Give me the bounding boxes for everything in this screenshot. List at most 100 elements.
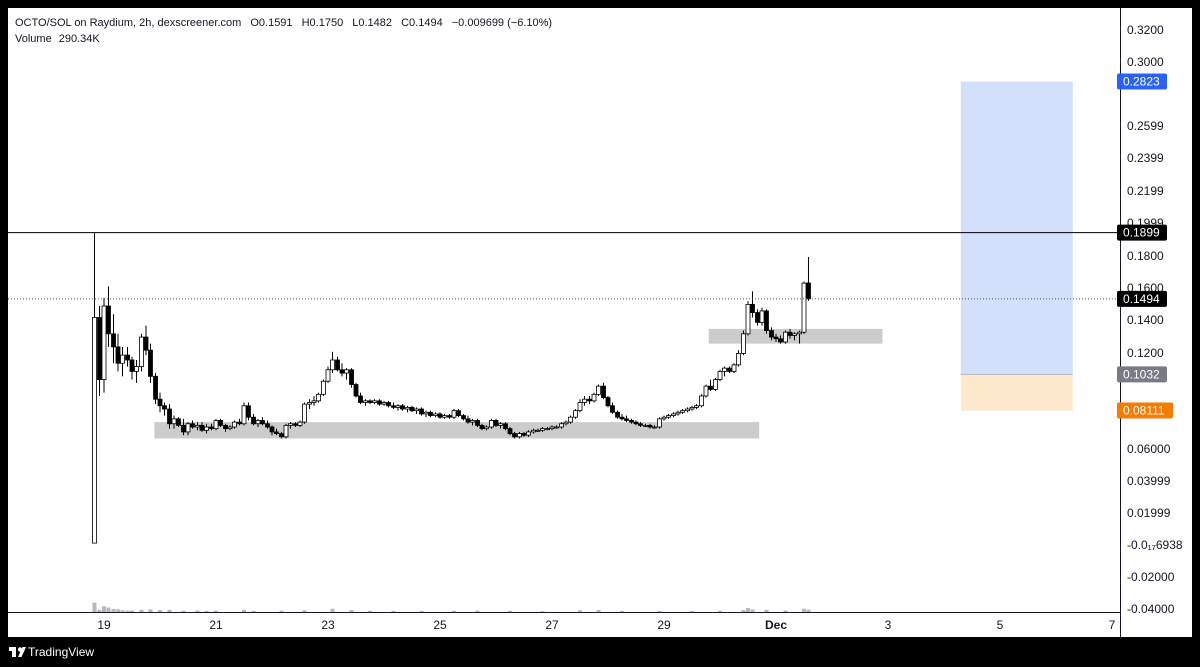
candle-body: [526, 431, 531, 436]
candle: [731, 363, 737, 374]
price-badge-label: 0.2823: [1123, 75, 1160, 89]
candle: [279, 431, 284, 439]
candle: [755, 309, 760, 326]
candle: [241, 402, 247, 426]
candle: [601, 382, 606, 400]
candle-body: [554, 426, 559, 429]
candle-body: [638, 423, 643, 426]
candle-body: [386, 402, 391, 407]
volume-bar: [741, 610, 746, 612]
volume-bar: [508, 610, 512, 612]
candle-body: [414, 408, 419, 412]
loss-zone: [960, 374, 1073, 411]
volume-bar: [718, 610, 722, 612]
legend-exchange: on Raydium: [74, 17, 133, 29]
profit-zone: [960, 81, 1073, 375]
candle: [325, 366, 331, 383]
candle: [106, 286, 111, 347]
candle-body: [792, 333, 797, 336]
candle-body: [685, 408, 690, 412]
candle: [713, 377, 718, 392]
candle: [97, 306, 102, 396]
candle-body: [787, 331, 793, 336]
candle: [624, 415, 629, 423]
candle-body: [624, 418, 629, 421]
candle: [260, 417, 265, 426]
candle: [517, 431, 522, 439]
candle-body: [232, 421, 237, 428]
volume-bar: [120, 610, 125, 612]
candle-body: [405, 406, 410, 410]
candle-body: [675, 411, 681, 415]
candle: [689, 405, 695, 411]
time-tick-label: Dec: [765, 618, 787, 632]
candle-body: [657, 418, 662, 428]
candle-body: [269, 426, 275, 433]
candle-body: [778, 338, 783, 343]
candle: [265, 420, 270, 429]
candle: [792, 332, 797, 341]
candle-body: [381, 402, 387, 405]
candle: [675, 410, 681, 416]
candle: [493, 418, 499, 428]
candle: [638, 422, 643, 428]
candle: [190, 420, 195, 429]
candle-body: [372, 400, 377, 403]
candle: [554, 425, 559, 429]
volume-bar: [475, 610, 480, 612]
candle: [545, 427, 550, 431]
candle: [139, 333, 144, 372]
candle: [433, 412, 438, 418]
tradingview-logo-icon: [9, 647, 26, 657]
candle-body: [143, 336, 149, 351]
candle-body: [311, 400, 317, 403]
candle-body: [190, 423, 195, 428]
candle: [363, 399, 368, 406]
time-tick-label: 7: [1109, 618, 1116, 632]
candle-body: [680, 410, 685, 413]
candle-body: [171, 418, 177, 425]
candle-body: [671, 413, 676, 416]
candle: [423, 410, 429, 418]
price-badge-bg: [1117, 73, 1167, 90]
price-tick-label: 0.06000: [1127, 442, 1171, 456]
candle-body: [120, 354, 125, 364]
price-badges: 0.2823 0.1899 0.1494 0.1032 0.08111: [1117, 73, 1173, 419]
candle: [591, 392, 597, 403]
candle-body: [148, 349, 153, 377]
candle: [764, 309, 769, 334]
candle: [199, 422, 205, 432]
time-axis[interactable]: [8, 613, 1120, 637]
candle-body: [433, 413, 438, 416]
candle-body: [246, 405, 251, 418]
candle-body: [731, 364, 737, 372]
tradingview-branding[interactable]: TradingView: [9, 645, 94, 659]
candle-body: [577, 402, 583, 412]
legend-volume-label[interactable]: Volume: [15, 33, 52, 45]
volume-bar: [111, 608, 116, 612]
candle-body: [666, 415, 671, 418]
candle-body: [307, 402, 312, 405]
candle-body: [185, 423, 191, 433]
candle: [120, 346, 125, 377]
candle-body: [493, 420, 499, 426]
candle-body: [629, 420, 634, 423]
price-badge-bg: [1117, 402, 1173, 419]
candle: [479, 423, 485, 431]
legend-low: L0.1482: [352, 17, 392, 29]
legend-pair[interactable]: OCTO/SOL: [15, 17, 72, 29]
candle: [269, 425, 275, 436]
candle: [657, 417, 662, 429]
candle-body: [713, 379, 718, 390]
candle-body: [297, 421, 303, 426]
volume-bar: [419, 610, 424, 612]
candle-body: [540, 428, 545, 431]
candle: [134, 359, 139, 383]
candle-body: [279, 433, 284, 438]
candle: [204, 423, 209, 434]
candle-body: [428, 411, 433, 416]
candle: [227, 425, 233, 431]
volume-bar: [106, 607, 111, 612]
candle: [167, 404, 172, 429]
candle: [470, 418, 475, 426]
